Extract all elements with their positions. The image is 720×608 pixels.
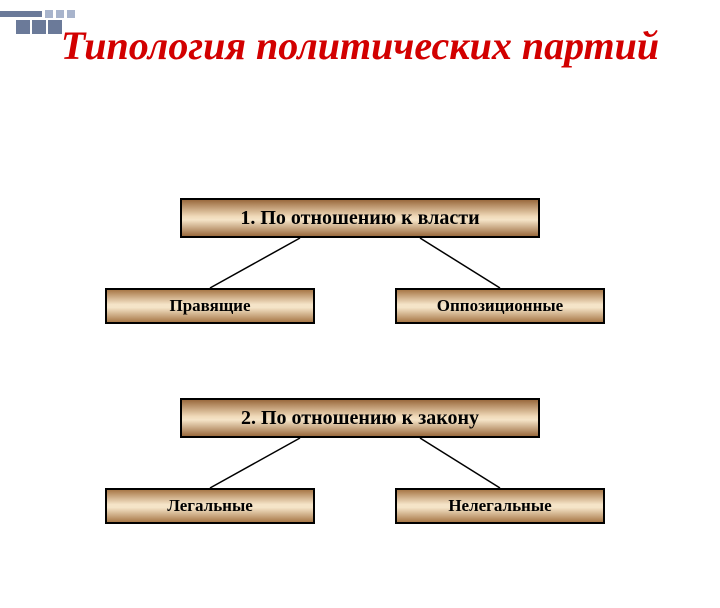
- child-box: Оппозиционные: [395, 288, 605, 324]
- deco-square: [32, 20, 46, 34]
- child-label: Правящие: [169, 296, 250, 316]
- connector-line: [420, 238, 500, 288]
- deco-small-square: [56, 10, 64, 18]
- child-box: Правящие: [105, 288, 315, 324]
- deco-square: [48, 20, 62, 34]
- connector-lines: [0, 68, 720, 608]
- connector-line: [210, 438, 300, 488]
- child-box: Легальные: [105, 488, 315, 524]
- category-label: 1. По отношению к власти: [240, 207, 479, 230]
- child-label: Легальные: [167, 496, 253, 516]
- corner-squares: [16, 20, 62, 34]
- category-label: 2. По отношению к закону: [241, 407, 479, 430]
- corner-decoration: [0, 10, 75, 18]
- deco-square: [16, 20, 30, 34]
- category-box: 2. По отношению к закону: [180, 398, 540, 438]
- connector-line: [210, 238, 300, 288]
- deco-bar: [0, 11, 42, 17]
- category-box: 1. По отношению к власти: [180, 198, 540, 238]
- child-label: Нелегальные: [448, 496, 551, 516]
- deco-small-square: [45, 10, 53, 18]
- child-label: Оппозиционные: [437, 296, 563, 316]
- connector-line: [420, 438, 500, 488]
- child-box: Нелегальные: [395, 488, 605, 524]
- page-title: Типология политических партий: [0, 0, 720, 68]
- deco-small-square: [67, 10, 75, 18]
